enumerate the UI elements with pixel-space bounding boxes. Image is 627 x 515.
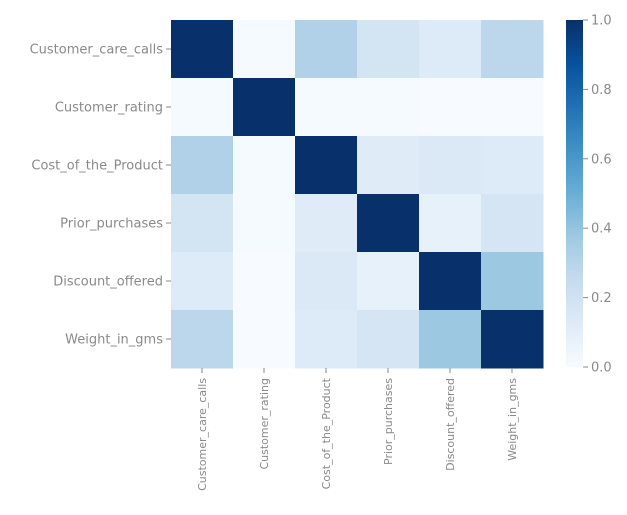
heatmap-cell-weight-in-gms-weight-in-gms (481, 310, 544, 369)
heatmap-cell-cost-of-the-product-discount-offered (419, 136, 482, 195)
x-tick-label: Weight_in_gms (506, 378, 519, 461)
x-tick-label: Discount_offered (444, 378, 457, 471)
y-tick-label: Discount_offered (53, 275, 163, 290)
heatmap-cell-discount-offered-customer-care-calls (171, 252, 234, 311)
heatmap-cell-customer-rating-cost-of-the-product (295, 78, 358, 137)
heatmap-cell-customer-rating-discount-offered (419, 78, 482, 137)
heatmap-cell-discount-offered-prior-purchases (357, 252, 420, 311)
colorbar: 0.0 0.2 0.4 0.6 0.8 1.0 (566, 14, 612, 376)
colorbar-tick-label: 0.6 (591, 152, 612, 167)
heatmap-cell-prior-purchases-customer-rating (233, 194, 296, 253)
y-tick-label: Customer_rating (55, 101, 163, 116)
x-tick-label: Cost_of_the_Product (320, 377, 333, 489)
colorbar-gradient (566, 20, 583, 367)
colorbar-tick-label: 0.0 (591, 361, 612, 376)
heatmap-cell-customer-care-calls-prior-purchases (357, 20, 420, 79)
heatmap-cell-discount-offered-discount-offered (419, 252, 482, 311)
heatmap-cell-cost-of-the-product-prior-purchases (357, 136, 420, 195)
heatmap-cell-cost-of-the-product-customer-care-calls (171, 136, 234, 195)
y-axis-ticks: Customer_care_calls Customer_rating Cost_o… (30, 43, 171, 348)
heatmap-cell-weight-in-gms-discount-offered (419, 310, 482, 369)
heatmap-cell-customer-care-calls-discount-offered (419, 20, 482, 79)
heatmap-cell-prior-purchases-cost-of-the-product (295, 194, 358, 253)
y-tick-label: Customer_care_calls (30, 43, 164, 58)
heatmap-cell-discount-offered-cost-of-the-product (295, 252, 358, 311)
x-tick-label: Customer_care_calls (196, 378, 209, 491)
heatmap-cell-discount-offered-customer-rating (233, 252, 296, 311)
y-tick-label: Cost_of_the_Product (31, 159, 163, 174)
heatmap-cell-weight-in-gms-customer-rating (233, 310, 296, 369)
heatmap-cell-weight-in-gms-prior-purchases (357, 310, 420, 369)
heatmap-cell-customer-care-calls-weight-in-gms (481, 20, 544, 79)
heatmap-cell-discount-offered-weight-in-gms (481, 252, 544, 311)
colorbar-tick-label: 0.2 (591, 291, 612, 306)
heatmap-cell-customer-rating-weight-in-gms (481, 78, 544, 137)
heatmap-cell-cost-of-the-product-customer-rating (233, 136, 296, 195)
heatmap-cell-prior-purchases-weight-in-gms (481, 194, 544, 253)
heatmap-cell-prior-purchases-prior-purchases (357, 194, 420, 253)
heatmap-cell-customer-rating-prior-purchases (357, 78, 420, 137)
x-axis-ticks: Customer_care_calls Customer_rating Cost_o… (196, 368, 519, 491)
heatmap-cell-customer-care-calls-customer-care-calls (171, 20, 234, 79)
heatmap-cell-weight-in-gms-customer-care-calls (171, 310, 234, 369)
x-tick-label: Customer_rating (258, 378, 271, 470)
heatmap-cells (171, 20, 544, 369)
heatmap-cell-customer-rating-customer-rating (233, 78, 296, 137)
colorbar-tick-label: 0.4 (591, 222, 612, 237)
heatmap-cell-customer-care-calls-customer-rating (233, 20, 296, 79)
colorbar-tick-label: 1.0 (591, 14, 612, 29)
heatmap-cell-customer-rating-customer-care-calls (171, 78, 234, 137)
y-tick-label: Weight_in_gms (65, 333, 163, 348)
x-tick-label: Prior_purchases (382, 378, 395, 465)
y-tick-label: Prior_purchases (60, 217, 163, 232)
heatmap-cell-customer-care-calls-cost-of-the-product (295, 20, 358, 79)
heatmap-cell-cost-of-the-product-cost-of-the-product (295, 136, 358, 195)
heatmap-cell-prior-purchases-customer-care-calls (171, 194, 234, 253)
colorbar-tick-label: 0.8 (591, 83, 612, 98)
heatmap-cell-cost-of-the-product-weight-in-gms (481, 136, 544, 195)
heatmap-cell-prior-purchases-discount-offered (419, 194, 482, 253)
heatmap-cell-weight-in-gms-cost-of-the-product (295, 310, 358, 369)
